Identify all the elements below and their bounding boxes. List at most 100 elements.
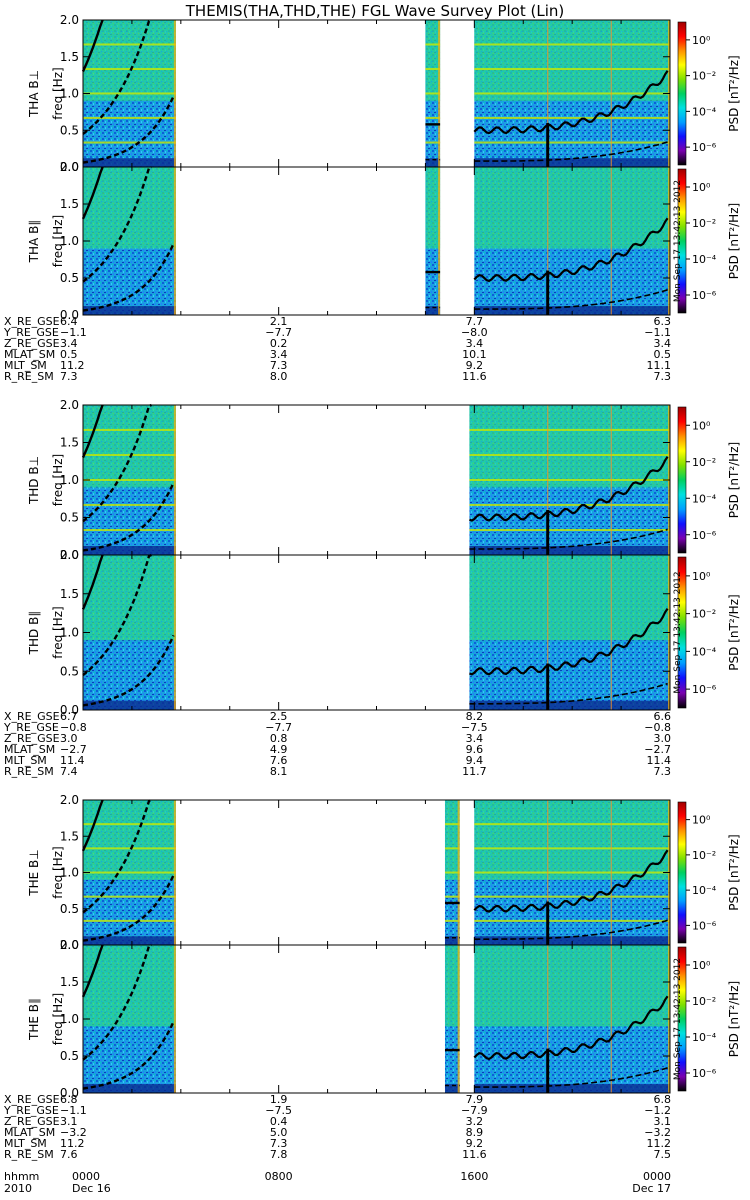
orbit-value: 9.2	[466, 1137, 484, 1150]
orbit-value: 6.3	[654, 315, 672, 328]
orbit-value: 0.5	[654, 348, 672, 361]
time-tick-label: 0800	[265, 1170, 293, 1183]
panel-tha-perp: 0.0 0.5 1.0 1.5 2.0 freq [Hz] THA B⊥ 10⁰ 10⁻² 10⁻…	[27, 13, 741, 174]
y-tick-label: 0.0	[60, 703, 79, 717]
y-tick-label: 1.5	[60, 975, 79, 989]
fce-curve	[81, 554, 104, 610]
panel-label: THD B⊥	[27, 456, 41, 505]
orbit-key-label: Y_RE_GSE	[3, 721, 59, 734]
orbit-key-label: MLAT_SM	[4, 1126, 55, 1139]
fce-curve	[82, 18, 152, 135]
y-tick-label: 0.0	[60, 938, 79, 952]
orbit-value: −7.9	[461, 1104, 488, 1117]
orbit-value: 7.3	[270, 1137, 288, 1150]
spectrogram-lowband	[425, 158, 441, 167]
harmonic-line	[425, 92, 441, 95]
date-label-start: Dec 16	[72, 1182, 111, 1195]
orbit-value: 11.6	[462, 370, 487, 383]
y-tick-label: 1.0	[60, 87, 79, 101]
harmonic-line	[474, 823, 670, 826]
y-tick-label: 2.0	[60, 793, 79, 807]
spectrogram-upper	[83, 945, 176, 1027]
orbit-key-label: MLT_SM	[4, 359, 47, 372]
fce-curve	[82, 943, 152, 1061]
fce-curve	[82, 553, 152, 677]
orbit-value: −1.2	[644, 1104, 671, 1117]
orbit-key-label: MLT_SM	[4, 1137, 47, 1150]
harmonic-line	[83, 454, 176, 457]
spectrogram-lowband	[469, 700, 670, 710]
panel-label: THA B⊥	[27, 70, 41, 118]
y-tick-label: 0.5	[60, 511, 79, 525]
orbit-key-label: MLAT_SM	[4, 348, 55, 361]
orbit-value: 3.4	[270, 348, 288, 361]
harmonic-line	[474, 141, 670, 144]
harmonic-line	[425, 141, 441, 144]
harmonic-line	[444, 895, 460, 898]
harmonic-line	[444, 871, 460, 874]
orbit-value: 3.4	[654, 337, 672, 350]
orbit-value: 3.4	[466, 337, 484, 350]
orbit-value: −1.1	[644, 326, 671, 339]
y-tick-label: 0.0	[60, 160, 79, 174]
freq-axis-label: freq [Hz]	[51, 993, 65, 1045]
orbit-key-label: X_RE_GSE	[4, 315, 60, 328]
colorbar-tick-label: 10⁻⁴	[692, 253, 717, 266]
orbit-value: 9.2	[466, 359, 484, 372]
fce-curve-dashed	[474, 289, 668, 310]
orbit-value: 7.4	[60, 765, 78, 778]
spectrogram-lowband	[83, 936, 176, 945]
edge-line	[173, 945, 176, 1093]
edge-line	[173, 800, 176, 945]
orbit-value: 6.8	[60, 1093, 78, 1106]
spectrogram-lowband	[474, 936, 670, 945]
fce-curve	[82, 95, 175, 164]
y-tick-label: 0.5	[60, 664, 79, 678]
orbit-value: 7.6	[60, 1148, 78, 1161]
harmonic-line	[474, 116, 670, 119]
year-label: 2010	[4, 1182, 32, 1195]
y-tick-label: 1.0	[60, 234, 79, 248]
colorbar-label: PSD [nT²/Hz]	[727, 203, 741, 279]
edge-line	[173, 405, 176, 555]
timestamp-label: Mon Sep 17 13:42:13 2012	[673, 180, 683, 302]
edge-line	[438, 167, 441, 315]
harmonic-line	[474, 895, 670, 898]
orbit-value: 6.7	[60, 710, 78, 723]
y-tick-label: 2.0	[60, 938, 79, 952]
colorbar-tick-label: 10⁰	[692, 959, 711, 972]
orbit-value: 0.4	[270, 1115, 288, 1128]
orbit-value: −0.8	[60, 721, 87, 734]
orbit-value: 7.3	[270, 359, 288, 372]
spectrogram-upper	[83, 800, 176, 880]
fce-curve	[473, 70, 669, 135]
harmonic-line	[83, 141, 176, 144]
orbit-value: 3.0	[60, 732, 78, 745]
orbit-table-thd: X_RE_GSE 6.7 2.5 8.2 6.6Y_RE_GSE −0.8 −7.7 −7.5…	[3, 710, 671, 778]
spectrogram-lowband	[444, 936, 460, 945]
orbit-value: 3.1	[60, 1115, 78, 1128]
colorbar-tick-label: 10⁻⁶	[692, 1067, 717, 1080]
orbit-value: −7.7	[265, 721, 292, 734]
colorbar-tick-label: 10⁻²	[692, 70, 716, 83]
harmonic-line	[469, 503, 670, 506]
colorbar-tick-label: 10⁻⁶	[692, 141, 717, 154]
colorbar-tick-label: 10⁻²	[692, 456, 716, 469]
panel-thd-par: 0.0 0.5 1.0 1.5 2.0 freq [Hz] THD B∥ 10⁰ 10⁻² 10⁻…	[27, 548, 741, 717]
spectrogram-lowband	[83, 546, 176, 555]
panel-the-par: 0.0 0.5 1.0 1.5 2.0 freq [Hz] THE B∥ 10⁰ 10⁻² 10⁻…	[27, 938, 741, 1100]
orbit-value: 7.5	[654, 1148, 672, 1161]
orbit-value: 7.3	[654, 765, 672, 778]
colorbar-tick-label: 10⁻⁶	[692, 289, 717, 302]
harmonic-line	[83, 116, 176, 119]
time-tick-label: 1600	[460, 1170, 488, 1183]
orbit-value: 3.4	[466, 732, 484, 745]
fce-curve	[469, 456, 669, 522]
y-tick-label: 1.5	[60, 587, 79, 601]
orbit-value: 6.8	[654, 1093, 672, 1106]
orbit-value: 2.1	[270, 315, 288, 328]
orbit-value: −2.7	[60, 743, 87, 756]
fce-curve-dashed	[474, 919, 668, 940]
y-tick-label: 1.5	[60, 436, 79, 450]
harmonic-line	[425, 116, 441, 119]
